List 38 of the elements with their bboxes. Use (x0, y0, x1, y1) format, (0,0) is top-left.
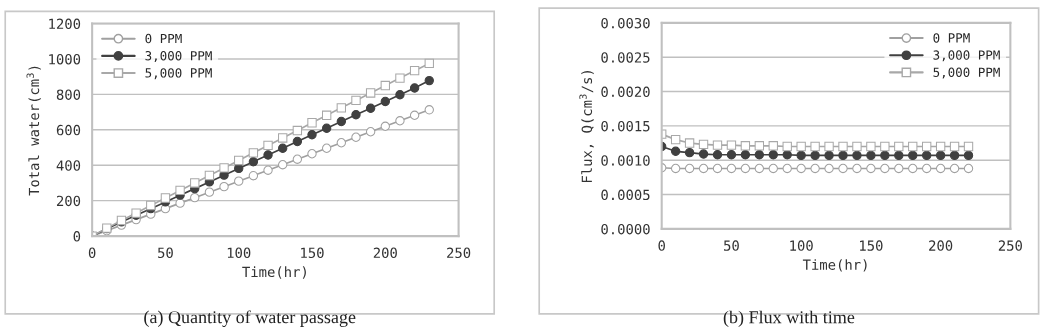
y-tick-label: 400 (56, 160, 81, 171)
x-tick-label: 150 (301, 247, 324, 259)
x-tick-label: 100 (227, 247, 251, 259)
text: (a) Quantity of water passage (144, 310, 356, 327)
y-tick-label: 1200 (49, 18, 81, 30)
x-axis-title: Time(hr) (802, 259, 867, 272)
y-tick-label: 1000 (49, 53, 81, 65)
y-tick-label: 0.0015 (601, 120, 650, 132)
y-tick-label: 0 (73, 231, 81, 242)
legend-label: 5,000 PPM (145, 68, 212, 80)
x-tick-label: 50 (724, 240, 739, 251)
y-axis-title: Flux, Q(cm$^{3}$/s) (579, 71, 594, 183)
y-tick-label: 0.0020 (601, 86, 650, 98)
legend-label: 3,000 PPM (933, 50, 1000, 62)
x-tick-label: 50 (158, 247, 173, 259)
legend-label: 0 PPM (933, 33, 970, 43)
y-tick-label: 0.0025 (601, 52, 650, 63)
x-axis-title: Time(hr) (242, 266, 306, 279)
x-tick-label: 0 (88, 247, 96, 259)
x-tick-label: 150 (860, 240, 883, 251)
y-tick-label: 600 (56, 124, 81, 136)
x-tick-label: 200 (373, 247, 397, 259)
y-tick-label: 200 (56, 195, 81, 207)
x-tick-label: 200 (929, 240, 953, 251)
y-tick-label: 0.0005 (601, 189, 650, 201)
x-tick-label: 100 (790, 240, 813, 251)
x-tick-label: 250 (998, 240, 1022, 251)
y-tick-label: 800 (56, 89, 81, 100)
text: (b) Flux with time (723, 310, 855, 327)
legend-label: 0 PPM (145, 33, 182, 44)
y-axis-title: Total water(cm$^{3}$) (26, 66, 41, 196)
y-tick-label: 0.0010 (601, 155, 650, 166)
y-tick-label: 0.0030 (601, 17, 650, 29)
legend-label: 5,000 PPM (933, 67, 1000, 79)
x-tick-label: 0 (658, 240, 665, 251)
y-tick-label: 0.0000 (601, 223, 650, 235)
x-tick-label: 250 (447, 247, 471, 259)
legend-label: 3,000 PPM (145, 51, 212, 63)
